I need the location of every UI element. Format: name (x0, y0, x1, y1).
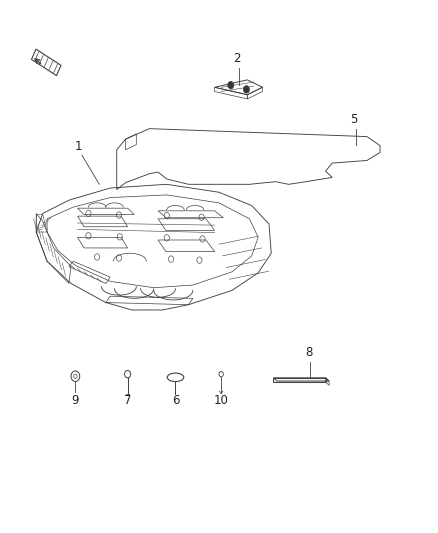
Text: 9: 9 (72, 393, 79, 407)
Text: 8: 8 (305, 346, 313, 359)
Circle shape (228, 82, 234, 89)
Text: 7: 7 (124, 393, 131, 407)
Text: 1: 1 (75, 140, 83, 152)
Circle shape (244, 86, 250, 93)
Text: 6: 6 (172, 393, 179, 407)
Text: 5: 5 (350, 113, 357, 126)
Text: 10: 10 (214, 393, 229, 407)
Text: 2: 2 (233, 52, 241, 65)
